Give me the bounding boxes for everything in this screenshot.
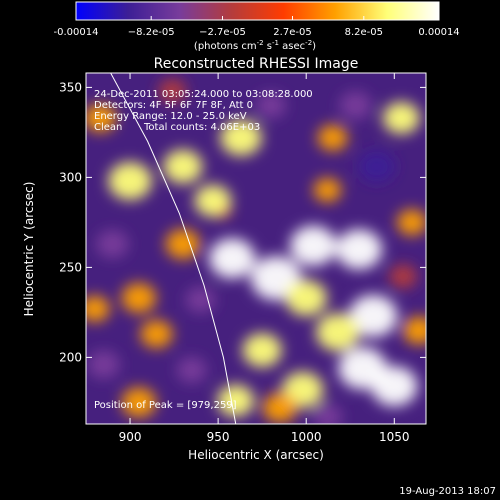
heatmap-blob bbox=[371, 366, 418, 407]
colorbar-tick-label: 8.2e-05 bbox=[345, 27, 383, 38]
heatmap-blob bbox=[339, 91, 372, 120]
annotation-time-range: 24-Dec-2011 03:05:24.000 to 03:08:28.000 bbox=[94, 89, 313, 100]
heatmap-blob bbox=[165, 229, 201, 259]
y-tick-label: 250 bbox=[59, 260, 82, 274]
colorbar-tick-label: 0.00014 bbox=[418, 27, 459, 38]
plot-frame bbox=[85, 72, 427, 425]
annotation-clean: Clean bbox=[94, 122, 122, 133]
heatmap-blob bbox=[158, 79, 187, 103]
solar-limb-curve bbox=[110, 73, 237, 424]
heatmap-blob bbox=[121, 387, 157, 418]
x-tick-label: 1050 bbox=[379, 430, 410, 444]
heatmap-blob bbox=[336, 229, 383, 270]
y-tick-label: 350 bbox=[59, 80, 82, 94]
x-axis-ticks: 900 950 1000 1050 bbox=[119, 73, 410, 444]
x-tick-label: 1000 bbox=[291, 430, 322, 444]
heatmap-blob bbox=[290, 225, 337, 266]
heatmap-blob bbox=[382, 102, 420, 134]
heatmap-blob bbox=[217, 384, 255, 417]
heatmap-blob bbox=[96, 230, 129, 258]
heatmap-blob bbox=[358, 150, 396, 183]
heatmap-blob bbox=[396, 209, 426, 236]
colorbar-ticks: -0.00014 −8.2e-05 −2.7e-05 2.7e-05 8.2e-05 0.… bbox=[54, 16, 460, 38]
heatmap-blob bbox=[389, 264, 417, 289]
annotation-total-counts: Total counts: 4.06E+03 bbox=[143, 122, 260, 133]
plot-annotations: 24-Dec-2011 03:05:24.000 to 03:08:28.000… bbox=[94, 89, 313, 411]
annotation-energy-range: Energy Range: 12.0 - 25.0 keV bbox=[94, 111, 247, 122]
colorbar-gradient-bar bbox=[75, 1, 440, 21]
heatmap-blob bbox=[312, 403, 343, 424]
heatmap-blob bbox=[256, 92, 286, 119]
y-axis-label: Heliocentric Y (arcsec) bbox=[22, 182, 36, 317]
heatmap-blob bbox=[313, 178, 342, 202]
y-tick-label: 300 bbox=[59, 170, 82, 184]
colorbar-units-label: (photons cm-2 s-1 asec-2) bbox=[194, 39, 316, 52]
heatmap-image bbox=[86, 79, 426, 424]
x-tick-label: 900 bbox=[119, 430, 142, 444]
heatmap-blob bbox=[194, 184, 232, 217]
y-tick-label: 200 bbox=[59, 350, 82, 364]
heatmap-blob bbox=[87, 350, 120, 379]
heatmap-blob bbox=[349, 295, 398, 337]
x-tick-label: 950 bbox=[207, 430, 230, 444]
colorbar-tick-label: 2.7e-05 bbox=[273, 27, 311, 38]
heatmap-blob bbox=[185, 286, 216, 313]
heatmap-blob bbox=[285, 280, 327, 316]
heatmap-blob bbox=[220, 119, 262, 156]
annotation-detectors: Detectors: 4F 5F 6F 7F 8F, Att 0 bbox=[94, 100, 253, 111]
heatmap-blob bbox=[176, 357, 207, 383]
heatmap-blob bbox=[209, 238, 256, 279]
heatmap-blob bbox=[86, 104, 117, 132]
colorbar-tick-label: -0.00014 bbox=[54, 27, 99, 38]
chart-title: Reconstructed RHESSI Image bbox=[154, 56, 359, 72]
colorbar: -0.00014 −8.2e-05 −2.7e-05 2.7e-05 8.2e-05 0.… bbox=[54, 1, 460, 52]
heatmap-blob bbox=[140, 320, 173, 348]
annotation-peak-position: Position of Peak = [979,259] bbox=[94, 400, 237, 411]
heatmap-blob bbox=[86, 295, 110, 322]
heatmap-blob bbox=[317, 124, 348, 151]
heatmap-blob bbox=[121, 283, 157, 313]
y-axis-ticks: 200 250 300 350 bbox=[59, 80, 426, 364]
footer-timestamp: 19-Aug-2013 18:07 bbox=[399, 486, 496, 497]
x-axis-label: Heliocentric X (arcsec) bbox=[188, 448, 324, 462]
heatmap-blob bbox=[108, 162, 152, 200]
heatmap-blob bbox=[262, 392, 298, 423]
colorbar-tick-label: −2.7e-05 bbox=[199, 27, 246, 38]
plot-area: 900 950 1000 1050 200 250 300 350 24-Dec-2011 … bbox=[59, 72, 427, 444]
colorbar-tick-label: −8.2e-05 bbox=[128, 27, 175, 38]
heatmap-blob bbox=[402, 316, 426, 345]
heatmap-blob bbox=[316, 313, 360, 352]
heatmap-blob bbox=[163, 149, 203, 184]
heatmap-blob bbox=[242, 333, 282, 368]
